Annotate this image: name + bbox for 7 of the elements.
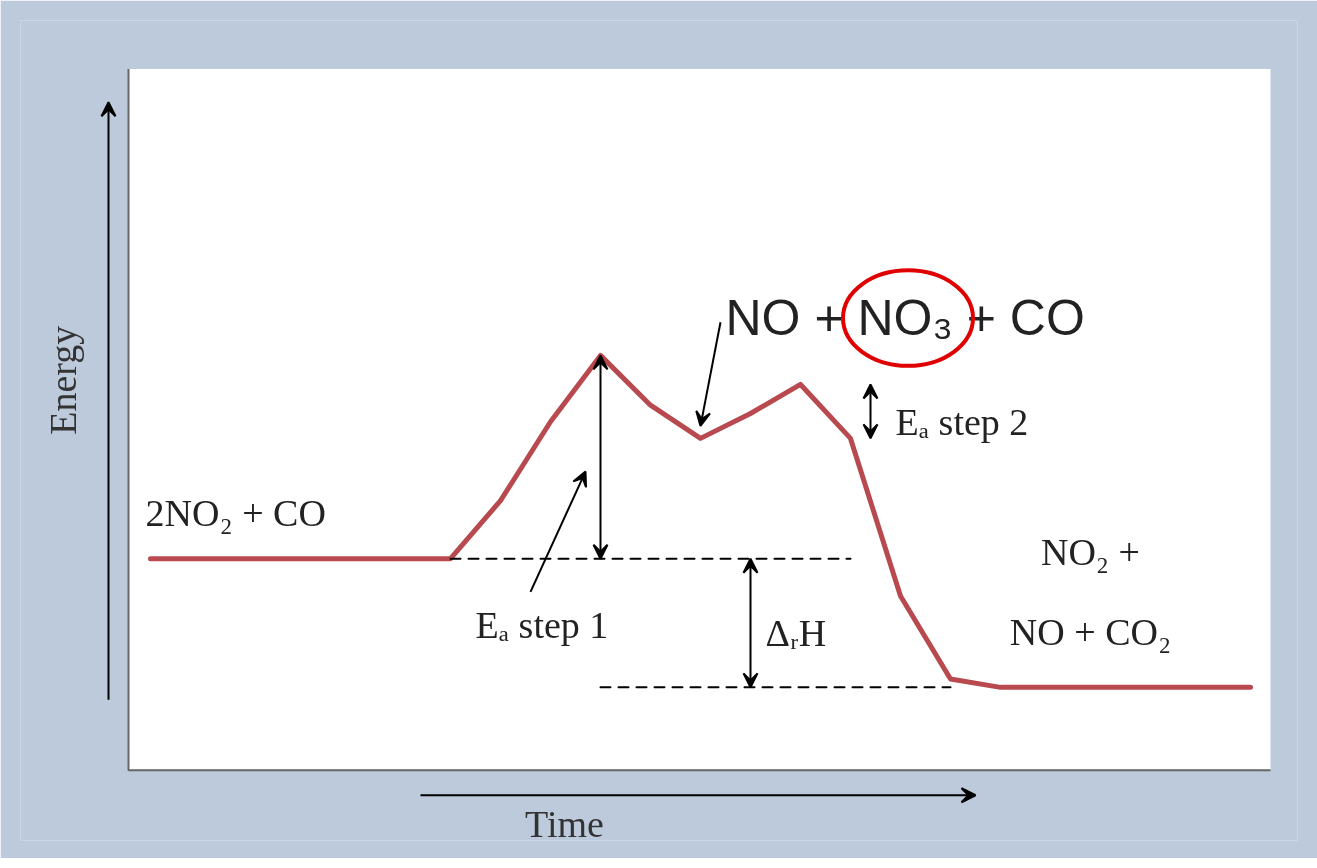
- annotation: Eₐ step 1: [475, 604, 609, 647]
- y-axis-title: Energy: [42, 325, 84, 435]
- annotation: 2NO₂ + CO: [145, 492, 326, 535]
- annotation: NO₂ + NO + CO₂: [1009, 531, 1172, 653]
- annotation: ΔᵣH: [765, 612, 827, 655]
- x-axis-title: Time: [525, 803, 604, 846]
- annotation: Eₐ step 2: [895, 400, 1029, 443]
